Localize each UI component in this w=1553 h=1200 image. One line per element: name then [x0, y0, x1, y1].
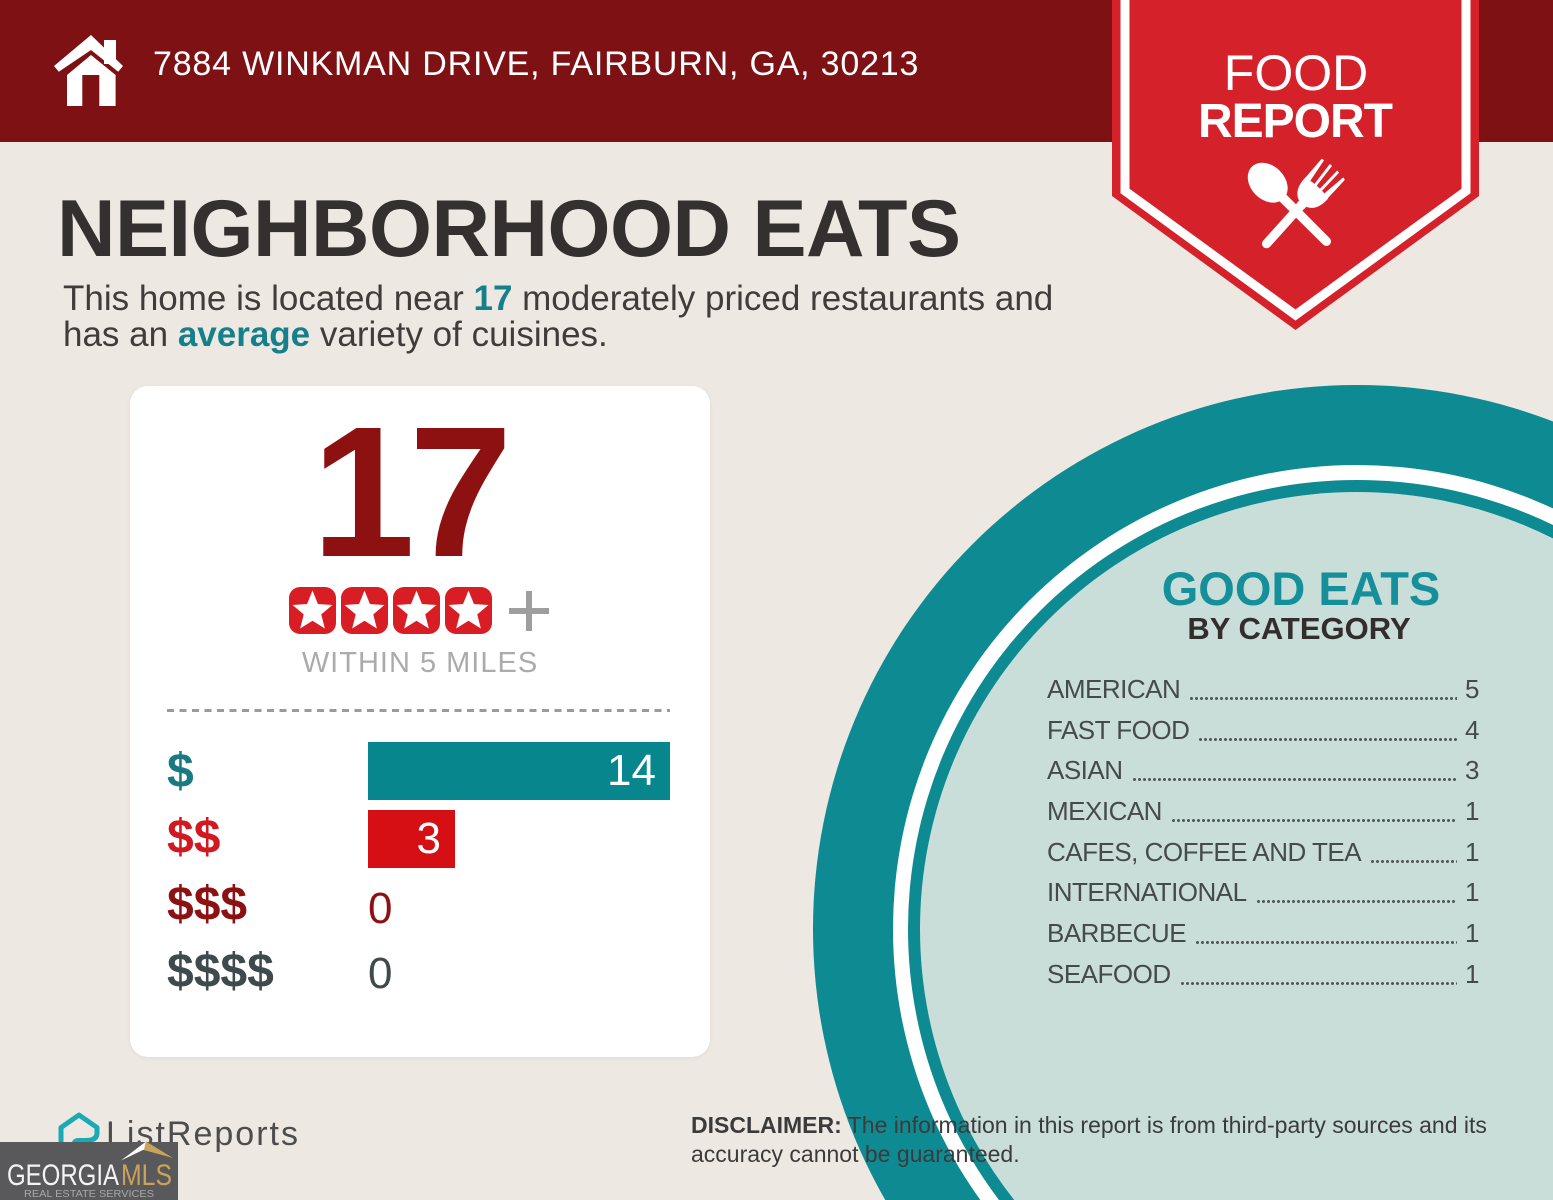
svg-text:REPORT: REPORT [1198, 95, 1393, 148]
svg-text:MLS: MLS [121, 1159, 172, 1192]
svg-text:GEORGIA: GEORGIA [7, 1159, 119, 1192]
svg-text:FOOD: FOOD [1224, 45, 1368, 101]
svg-text:REAL ESTATE SERVICES: REAL ESTATE SERVICES [24, 1188, 154, 1200]
